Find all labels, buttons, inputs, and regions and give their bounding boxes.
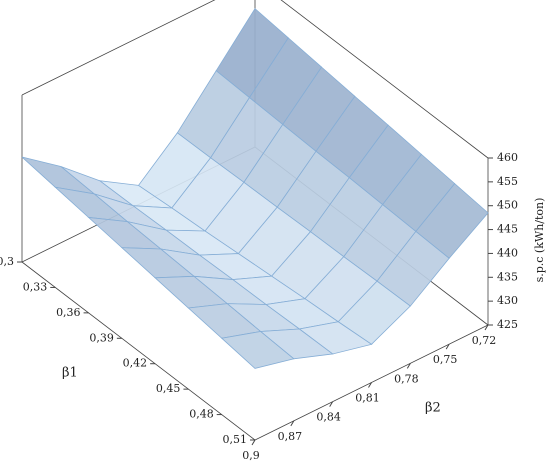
y-tick-label: 0,84: [316, 411, 341, 424]
x-tick-label: 0,42: [123, 357, 148, 370]
y-tick: [484, 324, 489, 331]
y-tick-label: 0,81: [355, 392, 380, 405]
z-tick-label: 430: [497, 294, 518, 307]
z-axis-title: s.p.c (kWh/ton): [533, 198, 546, 283]
x-tick-label: 0,45: [156, 382, 181, 395]
surface-cell: [220, 331, 295, 369]
z-tick-label: 455: [497, 175, 518, 188]
y-tick: [445, 343, 450, 350]
x-tick-label: 0,3: [0, 255, 14, 268]
y-tick-label: 0,9: [242, 449, 260, 462]
x-tick-label: 0,39: [89, 331, 114, 344]
y-tick-label: 0,75: [433, 353, 458, 366]
x-tick-label: 0,51: [223, 433, 248, 446]
x-tick-label: 0,48: [189, 408, 214, 421]
z-tick-label: 460: [497, 151, 518, 164]
z-tick-label: 425: [497, 318, 518, 331]
y-tick: [368, 382, 372, 388]
y-axis-title: β2: [425, 401, 441, 416]
axis-box: [21, 0, 489, 159]
z-tick-label: 450: [497, 199, 518, 212]
y-tick: [329, 401, 334, 407]
y-tick: [406, 363, 411, 369]
x-tick-label: 0,33: [23, 280, 48, 293]
y-tick-label: 0,72: [472, 334, 497, 347]
y-tick-label: 0,78: [394, 372, 419, 385]
x-tick-label: 0,36: [56, 306, 81, 319]
y-tick: [251, 439, 256, 446]
y-tick: [290, 420, 295, 427]
z-tick-label: 435: [497, 270, 518, 283]
z-tick-label: 440: [497, 246, 518, 259]
x-axis-title: β1: [62, 366, 78, 381]
z-tick-label: 445: [497, 223, 518, 236]
y-tick-label: 0,87: [278, 430, 303, 443]
